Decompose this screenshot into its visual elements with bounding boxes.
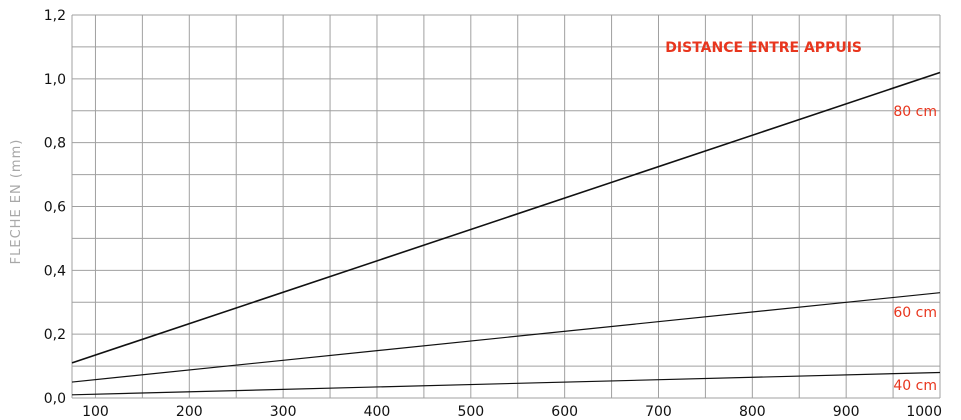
series-label: 60 cm [893,305,937,321]
x-tick-label: 300 [270,404,297,420]
series-line [71,292,941,383]
y-axis-label: FLECHE EN (mm) [9,139,24,265]
series-lines [71,71,941,396]
x-tick-label: 200 [176,404,203,420]
y-tick-label: 0,0 [44,391,66,407]
series-line [71,371,941,396]
x-tick-label: 500 [457,404,484,420]
x-tick-label: 1000 [906,404,942,420]
grid [71,14,941,399]
y-tick-label: 0,2 [44,327,66,343]
y-tick-label: 1,0 [44,72,66,88]
x-tick-label: 900 [833,404,860,420]
y-tick-label: 0,6 [44,200,66,216]
y-tick-label: 0,8 [44,136,66,152]
chart-title: DISTANCE ENTRE APPUIS [665,40,862,56]
x-tick-label: 400 [364,404,391,420]
x-tick-label: 600 [551,404,578,420]
x-tick-label: 700 [645,404,672,420]
series-label: 80 cm [893,104,937,120]
series-labels: 80 cm 60 cm 40 cm [893,104,937,394]
y-tick-label: 0,4 [44,263,66,279]
x-axis-ticks: 100 200 300 400 500 600 700 800 900 1000 [82,404,942,420]
y-tick-label: 1,2 [44,8,66,24]
y-axis-ticks: 0,0 0,2 0,4 0,6 0,8 1,0 1,2 [44,8,66,407]
series-line [71,71,941,364]
series-label: 40 cm [893,378,937,394]
x-tick-label: 800 [739,404,766,420]
x-tick-label: 100 [82,404,109,420]
